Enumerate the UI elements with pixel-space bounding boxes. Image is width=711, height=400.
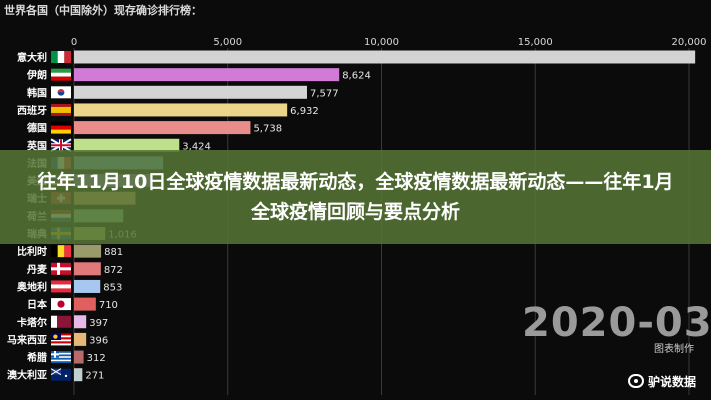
bar-greece xyxy=(74,350,84,364)
category-label: 丹麦 xyxy=(27,263,48,276)
x-axis-ticks: 0 5,000 10,000 15,000 20,000 xyxy=(71,37,707,48)
flags xyxy=(50,51,72,381)
watermark-text: 驴说数据 xyxy=(648,374,697,389)
category-label: 德国 xyxy=(26,122,47,135)
credit-text: 图表制作 xyxy=(654,344,694,355)
bar-denmark xyxy=(74,262,101,276)
germany-flag-icon xyxy=(51,121,71,134)
bar-italy xyxy=(74,50,696,64)
category-label: 西班牙 xyxy=(17,104,47,117)
category-label: 日本 xyxy=(27,298,48,311)
bar-japan xyxy=(74,297,96,311)
value-label: 271 xyxy=(85,371,104,382)
bar-iran xyxy=(74,68,340,82)
category-label: 比利时 xyxy=(17,245,47,258)
value-label: 396 xyxy=(89,335,108,346)
value-label: 7,577 xyxy=(310,88,339,99)
value-label: 312 xyxy=(87,353,106,364)
belgium-flag-icon xyxy=(51,245,71,258)
category-label: 英国 xyxy=(26,139,47,152)
bar-austria xyxy=(74,279,101,293)
x-tick-label: 20,000 xyxy=(672,37,707,48)
italy-flag-icon xyxy=(51,51,71,63)
bar-spain xyxy=(74,103,288,117)
value-label: 6,932 xyxy=(290,106,319,117)
x-tick-label: 10,000 xyxy=(364,37,399,48)
x-tick-label: 0 xyxy=(71,37,77,48)
category-label: 澳大利亚 xyxy=(7,369,47,382)
value-label: 881 xyxy=(104,247,123,258)
iran-flag-icon xyxy=(51,68,71,81)
value-label: 8,624 xyxy=(342,71,371,82)
headline-title: 往年11月10日全球疫情数据最新动态，全球疫情数据最新动态——往年1月全球疫情回… xyxy=(37,171,674,223)
x-tick-label: 5,000 xyxy=(213,37,242,48)
qatar-flag-icon xyxy=(51,315,71,328)
value-label: 853 xyxy=(103,282,122,293)
headline-banner: 往年11月10日全球疫情数据最新动态，全球疫情数据最新动态——往年1月全球疫情回… xyxy=(0,150,711,244)
category-label: 马来西亚 xyxy=(7,333,47,346)
category-label: 奥地利 xyxy=(17,280,47,293)
spain-flag-icon xyxy=(51,103,71,116)
greece-flag-icon xyxy=(51,351,71,364)
weibo-icon xyxy=(628,374,644,388)
bar-germany xyxy=(74,121,251,135)
chart-title: 世界各国（中国除外）现存确诊排行榜： xyxy=(4,3,202,17)
x-tick-label: 15,000 xyxy=(518,37,553,48)
korea-flag-icon xyxy=(51,86,71,99)
watermark: 驴说数据 xyxy=(628,372,696,390)
category-label: 伊朗 xyxy=(26,69,47,82)
bar-uk xyxy=(74,138,180,152)
value-label: 397 xyxy=(89,318,108,329)
category-label: 韩国 xyxy=(27,86,47,99)
bar-malaysia xyxy=(74,332,87,346)
value-label: 5,738 xyxy=(253,124,282,135)
denmark-flag-icon xyxy=(51,262,71,275)
australia-flag-icon xyxy=(50,368,71,381)
uk-flag-icon xyxy=(50,138,72,153)
category-label: 意大利 xyxy=(17,51,47,64)
malaysia-flag-icon xyxy=(51,333,71,346)
austria-flag-icon xyxy=(51,280,71,293)
value-label: 3,424 xyxy=(182,141,211,152)
date-label: 2020-03- xyxy=(522,300,711,346)
bar-belgium xyxy=(74,244,102,258)
value-label: 872 xyxy=(104,265,123,276)
category-label: 希腊 xyxy=(26,351,47,364)
category-label: 卡塔尔 xyxy=(17,316,47,329)
bar-australia xyxy=(74,368,83,382)
value-label: 710 xyxy=(99,300,118,311)
japan-flag-icon xyxy=(51,298,71,311)
bar-korea xyxy=(74,85,307,99)
bar-qatar xyxy=(74,315,87,329)
